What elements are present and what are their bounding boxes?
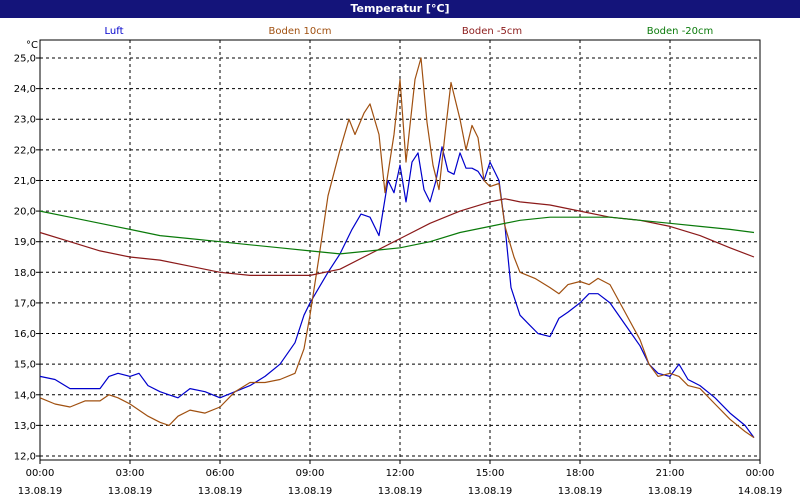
x-tick-time-label: 12:00	[386, 468, 415, 479]
x-tick-date-label: 14.08.19	[738, 486, 783, 497]
x-tick-date-label: 13.08.19	[108, 486, 153, 497]
y-tick-label: 19,0	[14, 237, 36, 248]
x-axis-ticks: 00:00 13.08.19 03:00 13.08.19 06:00 13.08.19 0…	[18, 460, 783, 497]
x-tick-date-label: 13.08.19	[198, 486, 243, 497]
y-tick-label: 22,0	[14, 145, 36, 156]
y-tick-label: 17,0	[14, 298, 36, 309]
x-tick-time-label: 06:00	[206, 468, 235, 479]
x-tick-time-label: 03:00	[116, 468, 145, 479]
x-tick-time-label: 09:00	[296, 468, 325, 479]
x-tick-time-label: 00:00	[26, 468, 55, 479]
y-tick-label: 24,0	[14, 84, 36, 95]
y-tick-label: 13,0	[14, 421, 36, 432]
y-axis-unit-label: °C	[26, 40, 38, 51]
y-tick-label: 18,0	[14, 268, 36, 279]
y-tick-label: 14,0	[14, 390, 36, 401]
legend-entry: Boden 10cm	[269, 26, 332, 37]
y-tick-label: 12,0	[14, 452, 36, 463]
x-tick-time-label: 18:00	[566, 468, 595, 479]
legend-entry: Boden -5cm	[462, 26, 522, 37]
y-tick-label: 15,0	[14, 360, 36, 371]
x-tick-date-label: 13.08.19	[288, 486, 333, 497]
x-tick-date-label: 13.08.19	[18, 486, 63, 497]
y-tick-label: 20,0	[14, 207, 36, 218]
x-tick-date-label: 13.08.19	[378, 486, 423, 497]
y-axis-ticks: 12,0 13,0 14,0 15,0 16,0 17,0 18,0 19,0 20,0 21,0…	[14, 54, 40, 463]
x-tick-date-label: 13.08.19	[558, 486, 603, 497]
y-tick-label: 16,0	[14, 329, 36, 340]
x-tick-time-label: 21:00	[656, 468, 685, 479]
y-tick-label: 25,0	[14, 54, 36, 65]
window-title: Temperatur [°C]	[0, 0, 800, 18]
legend-entry: Boden -20cm	[647, 26, 714, 37]
series-line	[39, 198, 755, 276]
x-tick-date-label: 13.08.19	[468, 486, 513, 497]
series-lines	[39, 57, 755, 439]
series-line	[39, 57, 755, 439]
grid	[40, 40, 760, 460]
y-tick-label: 23,0	[14, 115, 36, 126]
x-tick-time-label: 15:00	[476, 468, 505, 479]
series-line	[39, 146, 755, 438]
y-tick-label: 21,0	[14, 176, 36, 187]
legend-entry: Luft	[105, 26, 124, 37]
x-tick-date-label: 13.08.19	[648, 486, 693, 497]
legend: Luft Boden 10cm Boden -5cm Boden -20cm	[105, 26, 714, 37]
x-tick-time-label: 00:00	[746, 468, 775, 479]
temperature-chart: °C 12,0 13,0 14,0 15,0 16,0 17,0 18,0 19,0 20,0 2…	[14, 26, 783, 497]
series-line	[39, 210, 755, 255]
